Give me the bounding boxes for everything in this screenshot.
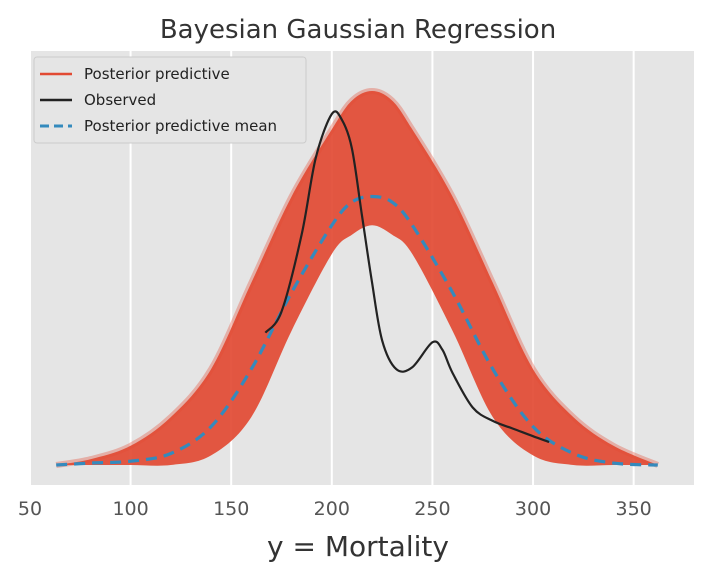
legend-label-posterior-predictive: Posterior predictive bbox=[84, 65, 230, 83]
x-axis-label: y = Mortality bbox=[267, 530, 449, 563]
x-axis-ticks: 50 100 150 200 250 300 350 bbox=[18, 498, 652, 520]
chart-title: Bayesian Gaussian Regression bbox=[160, 15, 556, 45]
posterior-predictive-edge bbox=[55, 87, 659, 468]
legend-label-posterior-predictive-mean: Posterior predictive mean bbox=[84, 117, 277, 135]
x-tick-label-250: 250 bbox=[414, 498, 450, 520]
posterior-predictive-area bbox=[56, 91, 658, 466]
x-tick-label-200: 200 bbox=[314, 498, 350, 520]
series-lines bbox=[56, 110, 658, 467]
posterior-predictive-band bbox=[55, 87, 659, 468]
legend-box bbox=[33, 56, 307, 144]
x-tick-label-50: 50 bbox=[18, 498, 42, 520]
x-tick-label-150: 150 bbox=[213, 498, 249, 520]
x-tick-label-300: 300 bbox=[515, 498, 551, 520]
posterior-predictive-mean-line bbox=[56, 194, 658, 467]
legend-label-observed: Observed bbox=[84, 91, 156, 109]
x-tick-label-100: 100 bbox=[112, 498, 148, 520]
legend: Posterior predictive Observed Posterior … bbox=[33, 56, 307, 144]
observed-line bbox=[264, 110, 550, 444]
x-tick-label-350: 350 bbox=[616, 498, 652, 520]
